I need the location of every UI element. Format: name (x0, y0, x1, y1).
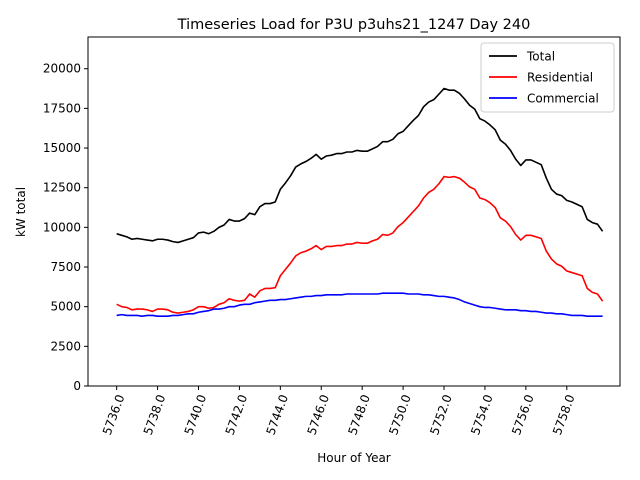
legend-label-commercial: Commercial (527, 92, 599, 106)
x-axis-title: Hour of Year (317, 451, 391, 465)
y-tick-label: 10000 (43, 220, 81, 234)
legend-box (480, 42, 615, 113)
y-tick-label: 20000 (43, 62, 81, 76)
y-tick-label: 0 (73, 379, 81, 393)
series-line-total (116, 87, 604, 244)
y-tick-label: 12500 (43, 181, 81, 195)
legend-label-residential: Residential (527, 71, 593, 85)
y-axis-title: kW total (14, 187, 28, 237)
y-tick-label: 2500 (50, 339, 81, 353)
y-tick-label: 17500 (43, 101, 81, 115)
y-tick-label: 5000 (50, 300, 81, 314)
chart-title: Timeseries Load for P3U p3uhs21_1247 Day… (177, 17, 531, 33)
axes-frame (87, 36, 621, 387)
y-tick-label: 15000 (43, 141, 81, 155)
y-tick-label: 7500 (50, 260, 81, 274)
series-line-residential (116, 175, 604, 314)
legend-label-total: Total (526, 50, 555, 64)
series-line-commercial (116, 292, 603, 318)
